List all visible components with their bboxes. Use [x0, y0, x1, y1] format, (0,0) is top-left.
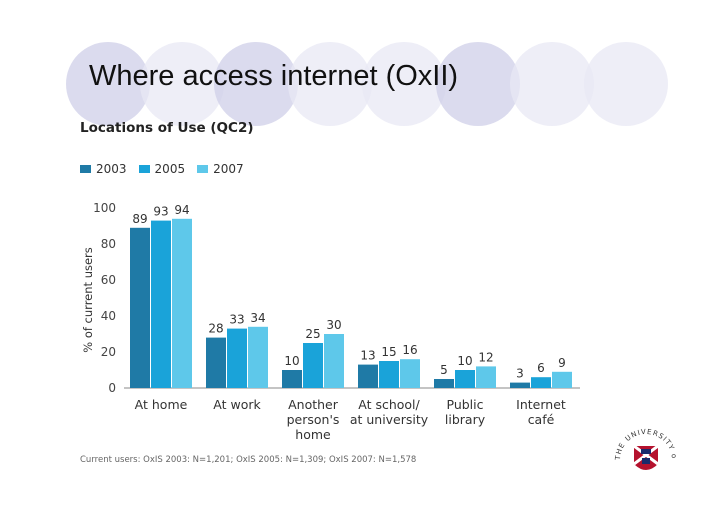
- legend-item-2003: 2003: [80, 162, 127, 176]
- x-tick-label-line: home: [295, 427, 331, 442]
- bar-2007-1: [248, 326, 268, 388]
- x-tick-label-line: At school/: [358, 397, 420, 412]
- data-label: 34: [250, 311, 265, 325]
- y-tick-label: 100: [93, 201, 116, 215]
- x-tick-label: At work: [213, 397, 261, 412]
- bar-2007-3: [400, 359, 420, 388]
- bar-2003-5: [510, 382, 530, 388]
- y-tick-label: 20: [101, 345, 116, 359]
- y-tick-label: 0: [108, 381, 116, 395]
- slide-title: Where access internet (OxII): [89, 60, 459, 92]
- x-tick-label-line: Public: [447, 397, 484, 412]
- bar-2005-0: [151, 220, 171, 388]
- decor-circle: [66, 42, 150, 126]
- bar-2003-0: [130, 227, 150, 388]
- decor-circle: [140, 42, 224, 126]
- bar-2005-4: [455, 370, 475, 388]
- x-tick-label-line: person's: [287, 412, 340, 427]
- data-label: 3: [516, 367, 524, 381]
- x-tick-label: At home: [135, 397, 188, 412]
- bar-2005-3: [379, 361, 399, 388]
- data-label: 28: [208, 322, 223, 336]
- x-tick-label: Public library: [445, 397, 486, 427]
- data-label: 10: [284, 354, 299, 368]
- decor-circle: [362, 42, 446, 126]
- x-tick-label-line: Another: [288, 397, 339, 412]
- x-tick-label-line: library: [445, 412, 486, 427]
- bar-2003-4: [434, 379, 454, 388]
- x-tick-label: Internet café: [516, 397, 566, 427]
- data-label: 89: [132, 212, 147, 226]
- crest-saltire: [633, 444, 659, 466]
- data-label: 10: [457, 354, 472, 368]
- y-tick-label: 80: [101, 237, 116, 251]
- x-tick-label-line: At work: [213, 397, 261, 412]
- bar-2005-5: [531, 377, 551, 388]
- crest-castle: [641, 449, 651, 454]
- legend-label-2007: 2007: [213, 162, 244, 176]
- decor-circle: [288, 42, 372, 126]
- data-label: 13: [360, 349, 375, 363]
- bar-2007-5: [552, 371, 572, 388]
- x-tick-label-line: at university: [350, 412, 429, 427]
- data-label: 16: [402, 343, 417, 357]
- bar-2003-3: [358, 364, 378, 388]
- bar-2007-2: [324, 334, 344, 388]
- chart-legend: 2003 2005 2007: [80, 162, 244, 176]
- bar-2005-2: [303, 343, 323, 388]
- legend-swatch-2003: [80, 165, 91, 173]
- x-tick-label-line: café: [528, 412, 555, 427]
- legend-swatch-2005: [138, 165, 150, 173]
- y-tick-label: 60: [101, 273, 116, 287]
- x-tick-label-line: At home: [135, 397, 188, 412]
- crest-book: [642, 458, 650, 464]
- bar-2003-2: [282, 370, 302, 388]
- university-crest-icon: THE UNIVERSITY of EDINBURGH: [606, 420, 677, 470]
- bar-2007-0: [172, 218, 192, 388]
- decor-circle: [214, 42, 298, 126]
- data-label: 9: [558, 356, 566, 370]
- data-label: 93: [153, 205, 168, 219]
- legend-item-2005: 2005: [138, 162, 186, 176]
- data-label: 5: [440, 363, 448, 377]
- y-tick-label: 40: [101, 309, 116, 323]
- bar-2005-1: [227, 328, 247, 388]
- bar-2003-1: [206, 337, 226, 388]
- bar-2007-4: [476, 366, 496, 388]
- data-label: 15: [381, 345, 396, 359]
- data-label: 33: [229, 313, 244, 327]
- legend-swatch-2007: [197, 165, 209, 173]
- data-label: 12: [478, 350, 493, 364]
- legend-label-2003: 2003: [96, 162, 127, 176]
- data-label: 30: [326, 318, 341, 332]
- x-tick-label: At school/at university: [350, 397, 429, 427]
- x-tick-label-line: Internet: [516, 397, 566, 412]
- legend-item-2007: 2007: [197, 162, 244, 176]
- y-axis-label: % of current users: [81, 247, 95, 353]
- data-label: 25: [305, 327, 320, 341]
- decor-circle: [436, 42, 520, 126]
- x-tick-label: Another person's home: [287, 397, 340, 442]
- data-label: 6: [537, 361, 545, 375]
- chart-heading: Locations of Use (QC2): [80, 120, 254, 136]
- legend-label-2005: 2005: [154, 162, 186, 176]
- decor-circle: [510, 42, 594, 126]
- decor-circle: [584, 42, 668, 126]
- chart-footnote: Current users: OxIS 2003: N=1,201; OxIS …: [80, 455, 417, 465]
- data-label: 94: [174, 203, 189, 217]
